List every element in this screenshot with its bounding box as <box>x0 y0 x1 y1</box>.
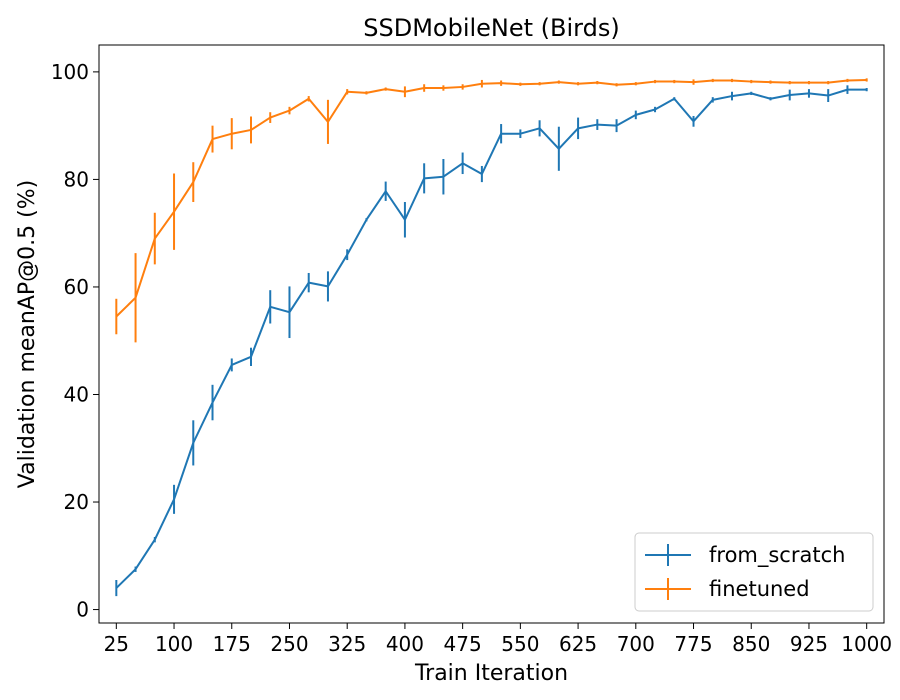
x-tick-label: 625 <box>559 632 597 656</box>
legend-item-from_scratch: from_scratch <box>645 543 845 568</box>
y-axis: 0 20 40 60 80 100 <box>51 60 99 622</box>
y-tick-label: 40 <box>64 382 89 406</box>
x-tick-label: 925 <box>790 632 828 656</box>
x-axis-label: Train Iteration <box>414 661 568 686</box>
y-tick-label: 80 <box>64 167 89 191</box>
legend: from_scratch finetuned <box>634 532 874 612</box>
x-axis: 25 100 175 250 325 400 475 550 625 700 775 850 925 10… <box>104 623 892 656</box>
legend-label: finetuned <box>709 577 810 601</box>
series-from_scratch <box>115 85 868 597</box>
y-axis-label: Validation meanAP@0.5 (%) <box>15 180 40 488</box>
y-tick-label: 60 <box>64 275 89 299</box>
y-tick-label: 0 <box>76 598 89 622</box>
x-tick-label: 700 <box>617 632 655 656</box>
x-tick-label: 850 <box>732 632 770 656</box>
series-line <box>115 88 867 589</box>
x-tick-label: 175 <box>213 632 251 656</box>
x-tick-label: 775 <box>674 632 712 656</box>
y-tick-label: 20 <box>64 490 89 514</box>
legend-label: from_scratch <box>709 543 845 568</box>
x-tick-label: 325 <box>328 632 366 656</box>
series-finetuned <box>115 78 868 343</box>
chart-title: SSDMobileNet (Birds) <box>363 14 619 42</box>
x-tick-label: 100 <box>155 632 193 656</box>
series-line <box>115 78 867 318</box>
x-tick-label: 475 <box>444 632 482 656</box>
x-tick-label: 1000 <box>841 632 892 656</box>
x-tick-label: 400 <box>386 632 424 656</box>
x-tick-label: 25 <box>104 632 129 656</box>
legend-box <box>634 532 874 612</box>
plot-frame <box>98 44 885 624</box>
legend-item-finetuned: finetuned <box>645 577 810 601</box>
y-tick-label: 100 <box>51 60 89 84</box>
x-tick-label: 250 <box>270 632 308 656</box>
x-tick-label: 550 <box>501 632 539 656</box>
series-layer <box>115 78 868 597</box>
